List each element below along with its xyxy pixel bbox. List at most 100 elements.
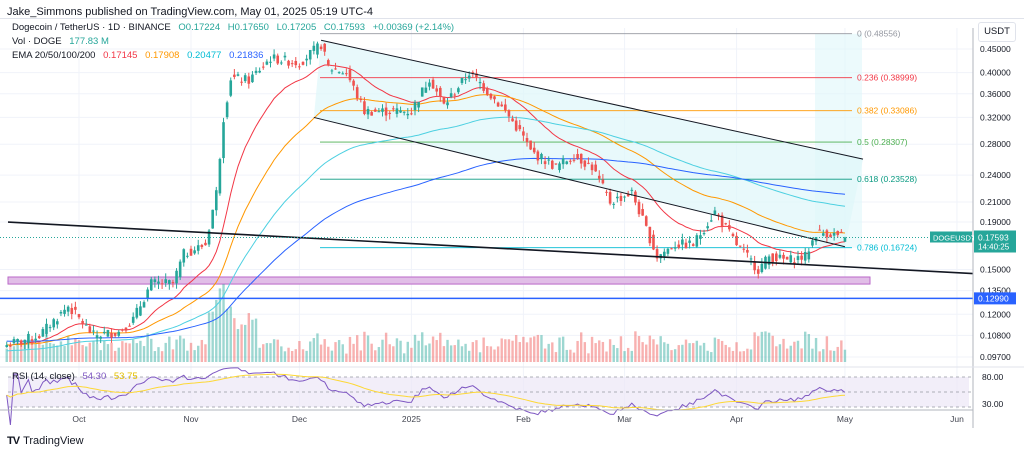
- candle: [204, 242, 207, 246]
- time-tick-label: Dec: [292, 414, 308, 424]
- support-badge-value: 0.12990: [978, 293, 1009, 303]
- candle: [666, 248, 670, 254]
- volume-bar: [782, 338, 785, 362]
- volume-bar: [695, 340, 699, 362]
- candle: [435, 88, 438, 92]
- candle: [825, 230, 829, 238]
- volume-bar: [720, 340, 724, 362]
- candle: [319, 46, 323, 50]
- candle: [218, 159, 222, 194]
- volume-bar: [677, 345, 680, 362]
- volume-legend[interactable]: Vol · DOGE 177.83 M: [12, 36, 114, 47]
- rsi-legend[interactable]: RSI (14, close) 54.30 53.75: [12, 371, 143, 382]
- volume-bar: [363, 331, 366, 362]
- candle: [576, 154, 579, 159]
- candle: [214, 190, 218, 211]
- volume-bar: [269, 343, 272, 362]
- volume-bar: [753, 332, 756, 362]
- volume-bar: [99, 350, 102, 362]
- candle: [785, 256, 789, 260]
- candle: [558, 163, 561, 171]
- volume-bar: [836, 346, 839, 362]
- ema-legend[interactable]: EMA 20/50/100/200 0.17145 0.17908 0.2047…: [12, 50, 268, 61]
- trendline: [7, 221, 974, 275]
- volume-bar: [608, 339, 612, 362]
- candle: [366, 108, 370, 115]
- candle: [670, 248, 673, 250]
- candle: [373, 109, 377, 112]
- price-tick-label: 0.12000: [980, 309, 1011, 319]
- volume-bar: [442, 346, 446, 362]
- volume-bar: [410, 347, 413, 362]
- candle: [265, 61, 269, 65]
- candle: [402, 111, 406, 113]
- candle: [807, 251, 811, 260]
- volume-bar: [421, 332, 424, 362]
- volume-bar: [117, 347, 120, 362]
- candle: [247, 76, 251, 84]
- ema-label: EMA 20/50/100/200: [12, 50, 96, 61]
- volume-bar: [316, 333, 319, 362]
- candle: [485, 88, 489, 95]
- volume-bar: [767, 332, 771, 362]
- candle: [323, 43, 326, 52]
- volume-bar: [594, 343, 597, 362]
- candle: [348, 69, 352, 81]
- symbol-name[interactable]: Dogecoin / TetherUS · 1D · BINANCE: [12, 22, 171, 33]
- volume-bar: [70, 345, 73, 362]
- volume-bar: [460, 346, 464, 362]
- ema200-value: 0.21836: [229, 50, 264, 61]
- rsi-value: 54.30: [82, 371, 107, 382]
- volume-bar: [504, 339, 507, 362]
- candle: [706, 226, 709, 229]
- volume-bar: [724, 344, 727, 362]
- candle: [196, 245, 200, 251]
- candle: [522, 131, 525, 136]
- volume-bar: [287, 347, 290, 362]
- candle: [84, 324, 88, 326]
- candle: [673, 247, 677, 249]
- candle: [113, 332, 117, 336]
- candle: [305, 58, 308, 61]
- volume-bar: [254, 318, 258, 362]
- candle: [536, 151, 540, 161]
- candle: [749, 258, 753, 260]
- candle: [644, 216, 648, 226]
- price-tick-label: 0.09700: [980, 352, 1011, 362]
- candle: [131, 316, 135, 323]
- volume-bar: [160, 351, 164, 362]
- candle: [439, 87, 442, 97]
- tradingview-logo[interactable]: TV TradingView: [7, 435, 84, 447]
- volume-bar: [63, 346, 66, 362]
- volume-bar: [106, 344, 110, 362]
- candle: [551, 160, 554, 169]
- demand-zone: [7, 276, 871, 285]
- volume-bar: [554, 352, 558, 362]
- volume-bar: [514, 335, 518, 362]
- candle: [164, 279, 168, 283]
- candle: [175, 270, 178, 284]
- volume-bar: [305, 350, 308, 362]
- volume-bar: [233, 318, 236, 362]
- candle: [308, 49, 312, 60]
- candle: [832, 232, 836, 236]
- price-tick-label: 0.24000: [980, 170, 1011, 180]
- candle: [803, 252, 807, 261]
- currency-button[interactable]: USDT: [978, 22, 1016, 42]
- volume-bar: [265, 343, 269, 362]
- candle: [471, 72, 475, 74]
- fib-level-label: 0 (0.48556): [857, 29, 901, 39]
- volume-bar: [619, 336, 623, 362]
- volume-bar: [218, 288, 222, 362]
- volume-bar: [482, 337, 485, 362]
- candle: [153, 279, 157, 283]
- time-tick-label: Feb: [516, 414, 531, 424]
- volume-bar: [558, 337, 561, 362]
- volume-bar: [605, 351, 608, 362]
- candle: [843, 237, 847, 242]
- volume-bar: [655, 344, 659, 362]
- high-value: H0.17650: [227, 22, 269, 33]
- candle: [52, 319, 56, 328]
- volume-label: Vol · DOGE: [12, 36, 62, 47]
